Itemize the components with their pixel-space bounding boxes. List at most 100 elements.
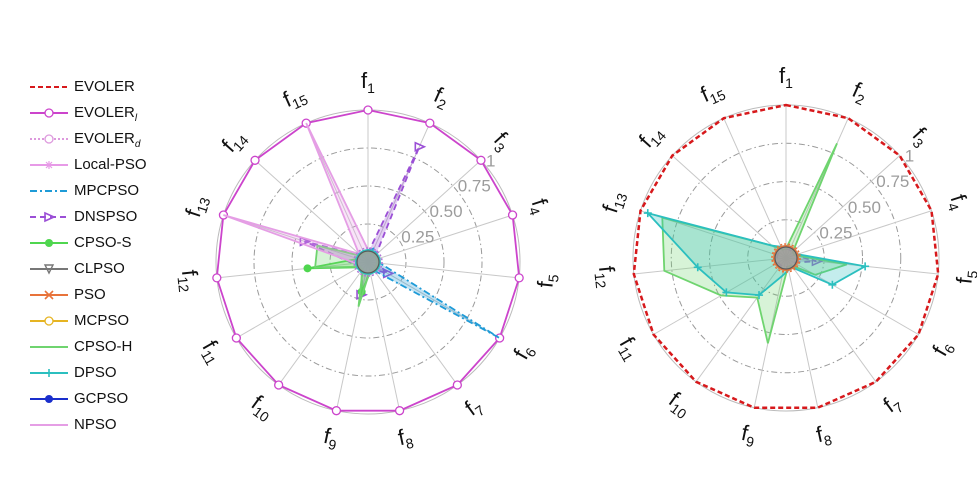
grid-spoke bbox=[367, 122, 431, 263]
axis-label: f9 bbox=[739, 420, 759, 450]
axis-label: f9 bbox=[321, 423, 341, 453]
data-point bbox=[861, 262, 870, 271]
radial-tick-label: 1 bbox=[486, 151, 495, 170]
legend-swatch bbox=[30, 290, 68, 300]
data-point bbox=[331, 406, 342, 416]
legend-item: MPCPSO bbox=[28, 179, 178, 205]
grid-spoke bbox=[278, 261, 369, 386]
grid-spoke bbox=[367, 214, 513, 263]
axis-label: f4 bbox=[943, 191, 974, 213]
axis-label: f10 bbox=[663, 387, 697, 422]
legend-swatch bbox=[30, 108, 68, 118]
radial-tick-label: 0.50 bbox=[429, 202, 462, 221]
legend-item: DNSPSO bbox=[28, 205, 178, 231]
legend-label-text: EVOLER bbox=[74, 104, 135, 121]
legend-label-text: MPCPSO bbox=[74, 182, 140, 199]
legend-item: PSO bbox=[28, 283, 178, 309]
grid-spoke bbox=[367, 159, 482, 263]
legend-label-text: EVOLER bbox=[74, 78, 135, 95]
legend-marker bbox=[45, 161, 53, 169]
grid-spoke bbox=[236, 261, 369, 339]
legend-label-text: DPSO bbox=[74, 364, 117, 381]
axis-label: f6 bbox=[508, 339, 539, 365]
legend-swatch bbox=[30, 161, 68, 169]
legend-swatch bbox=[30, 211, 68, 223]
axis-label: f2 bbox=[848, 77, 872, 108]
axis-label: f5 bbox=[951, 268, 977, 285]
legend-label: Local-PSO bbox=[74, 156, 147, 173]
grid-spoke bbox=[785, 257, 877, 383]
legend-label: EVOLERl bbox=[74, 104, 138, 124]
legend-marker bbox=[45, 395, 53, 403]
legend-item: MCPSO bbox=[28, 309, 178, 335]
legend-label: DPSO bbox=[74, 364, 117, 381]
grid-spoke bbox=[367, 261, 401, 411]
legend-label: PSO bbox=[74, 286, 106, 303]
legend-label-text: CLPSO bbox=[74, 260, 125, 277]
legend-label-text: MCPSO bbox=[74, 312, 130, 329]
grid-spoke bbox=[633, 257, 787, 275]
legend-item: DPSO bbox=[28, 361, 178, 387]
legend-marker bbox=[45, 239, 53, 247]
grid-spoke bbox=[785, 155, 901, 259]
series-evoler bbox=[632, 103, 940, 409]
axis-label: f11 bbox=[195, 336, 230, 368]
legend-label: CPSO-H bbox=[74, 338, 132, 355]
legend-label-text: DNSPSO bbox=[74, 208, 138, 225]
data-point bbox=[722, 288, 731, 297]
grid-spoke bbox=[785, 257, 919, 335]
data-point bbox=[693, 263, 702, 272]
axis-label: f6 bbox=[927, 335, 958, 361]
legend-swatch bbox=[30, 239, 68, 247]
legend-marker bbox=[44, 134, 54, 144]
legend-swatch bbox=[30, 346, 68, 348]
legend-item: CPSO-H bbox=[28, 335, 178, 361]
grid-spoke bbox=[695, 257, 787, 383]
legend-label: MCPSO bbox=[74, 312, 129, 329]
data-point bbox=[394, 406, 405, 416]
legend-label-subscript: l bbox=[134, 113, 138, 124]
data-point bbox=[363, 105, 373, 115]
legend-marker bbox=[44, 290, 54, 300]
legend-swatch bbox=[30, 86, 68, 88]
legend-swatch bbox=[30, 424, 68, 426]
legend-label: EVOLER bbox=[74, 78, 135, 95]
legend-swatch bbox=[30, 264, 68, 275]
legend-label: CLPSO bbox=[74, 260, 125, 277]
grid-spoke bbox=[785, 118, 849, 259]
legend-item: GCPSO bbox=[28, 387, 178, 413]
axis-label: f14 bbox=[216, 124, 251, 159]
grid-spoke bbox=[216, 261, 369, 279]
axis-label: f2 bbox=[429, 82, 453, 113]
radial-tick-label: 0.75 bbox=[876, 172, 909, 191]
axis-label: f1 bbox=[779, 63, 793, 91]
grid-ring bbox=[291, 185, 445, 339]
legend-label-text: Local-PSO bbox=[74, 156, 147, 173]
legend-label-text: CPSO-H bbox=[74, 338, 133, 355]
legend: EVOLER EVOLERl EVOLERd Local-PSO MPCPSO DNSPS… bbox=[28, 75, 178, 439]
legend-swatch bbox=[30, 395, 68, 403]
grid-spoke bbox=[653, 257, 787, 335]
grid-spoke bbox=[785, 210, 932, 259]
radial-tick-label: 0.75 bbox=[458, 177, 491, 196]
grid-ring bbox=[709, 181, 863, 335]
legend-label-text: GCPSO bbox=[74, 390, 129, 407]
data-point bbox=[755, 291, 764, 300]
grid-spoke bbox=[785, 257, 819, 408]
data-point bbox=[299, 236, 312, 247]
legend-marker bbox=[45, 369, 53, 377]
legend-item: EVOLERl bbox=[28, 101, 178, 127]
legend-label: GCPSO bbox=[74, 390, 128, 407]
legend-label: CPSO-S bbox=[74, 234, 132, 251]
legend-item: Local-PSO bbox=[28, 153, 178, 179]
legend-label-text: CPSO-S bbox=[74, 234, 132, 251]
radial-tick-label: 0.25 bbox=[819, 223, 852, 242]
data-point bbox=[643, 209, 652, 218]
data-point bbox=[452, 380, 462, 390]
axis-label: f13 bbox=[597, 187, 630, 216]
axis-label: f4 bbox=[524, 195, 555, 217]
legend-marker bbox=[44, 316, 54, 326]
